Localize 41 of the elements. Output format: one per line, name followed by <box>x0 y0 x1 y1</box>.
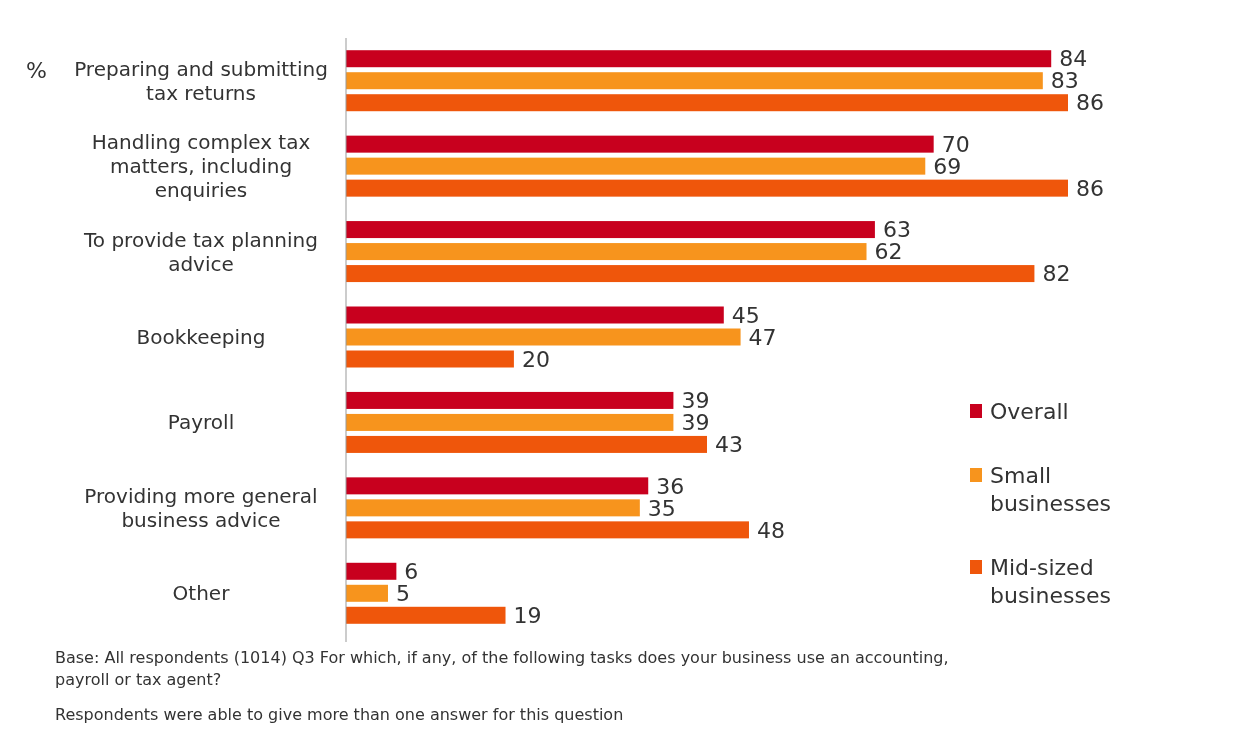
bar <box>346 328 741 346</box>
bar <box>346 413 674 431</box>
bar <box>346 562 397 580</box>
bar <box>346 243 867 261</box>
y-tick-label: Bookkeeping <box>136 325 266 349</box>
bar <box>346 306 724 324</box>
bar <box>346 157 926 175</box>
data-label: 19 <box>513 602 542 628</box>
data-label: 20 <box>521 346 550 372</box>
y-tick-label: To provide tax planning advice <box>83 227 318 276</box>
bar <box>346 606 506 624</box>
data-label: 86 <box>1076 175 1104 201</box>
legend-label: Mid-sized businesses <box>990 554 1111 608</box>
bar <box>346 72 1043 90</box>
data-label: 86 <box>1076 90 1104 116</box>
legend-label: Small businesses <box>990 462 1111 516</box>
text: Base: All respondents (1014) Q3 For which, if any, of the following tasks does your business use an accounting, payroll or tax agent? <box>55 648 949 689</box>
y-tick-label: Payroll <box>167 410 235 435</box>
data-label: 48 <box>756 517 785 543</box>
legend-label: Overall <box>990 398 1069 424</box>
data-label: 43 <box>715 432 743 458</box>
y-tick-label: Preparing and submitting tax returns <box>74 56 328 105</box>
y-tick-label: Providing more general business advice <box>84 483 318 532</box>
bar <box>346 499 640 517</box>
bar <box>346 584 388 602</box>
bar <box>346 521 749 539</box>
bar <box>346 391 674 409</box>
bar <box>346 477 649 495</box>
text: Respondents were able to give more than one answer for this question <box>55 705 624 724</box>
bar <box>346 179 1068 197</box>
y-tick-label: Other <box>172 581 231 606</box>
bar <box>346 265 1035 283</box>
data-label: 82 <box>1042 261 1071 287</box>
bar <box>346 435 707 453</box>
bar <box>346 50 1052 68</box>
bar <box>346 94 1068 112</box>
y-tick-label: Handling complex tax matters, including enquiries <box>91 130 311 203</box>
y-axis-title: % <box>26 57 47 83</box>
bar <box>346 350 514 368</box>
bar <box>346 221 875 239</box>
bar <box>346 135 934 153</box>
